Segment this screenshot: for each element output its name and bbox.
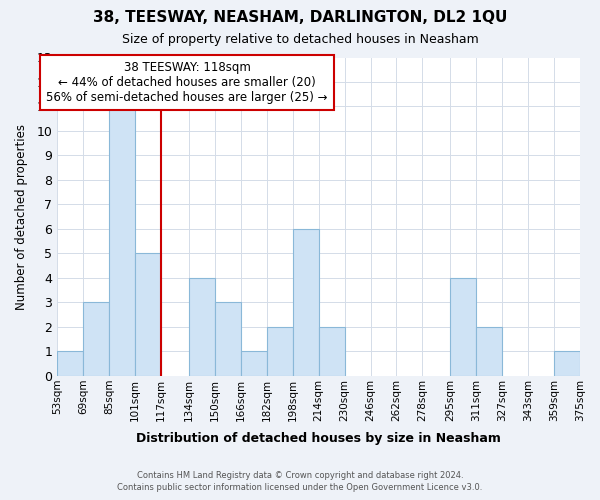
Bar (188, 278, 215, 376)
Bar (57, 352, 83, 376)
Bar (293, 229, 319, 376)
Bar (554, 352, 580, 376)
Text: Size of property relative to detached houses in Neasham: Size of property relative to detached ho… (122, 32, 478, 46)
Bar (476, 327, 502, 376)
Bar (266, 327, 293, 376)
Bar (319, 327, 344, 376)
Bar (241, 352, 266, 376)
Text: Contains HM Land Registry data © Crown copyright and database right 2024.
Contai: Contains HM Land Registry data © Crown c… (118, 471, 482, 492)
Text: 38, TEESWAY, NEASHAM, DARLINGTON, DL2 1QU: 38, TEESWAY, NEASHAM, DARLINGTON, DL2 1Q… (93, 10, 507, 25)
Y-axis label: Number of detached properties: Number of detached properties (15, 124, 28, 310)
Bar (109, 106, 135, 376)
Bar (135, 254, 161, 376)
Bar (450, 278, 476, 376)
Bar (83, 302, 109, 376)
Bar (215, 302, 241, 376)
Text: 38 TEESWAY: 118sqm
← 44% of detached houses are smaller (20)
56% of semi-detache: 38 TEESWAY: 118sqm ← 44% of detached hou… (46, 61, 328, 104)
X-axis label: Distribution of detached houses by size in Neasham: Distribution of detached houses by size … (136, 432, 501, 445)
